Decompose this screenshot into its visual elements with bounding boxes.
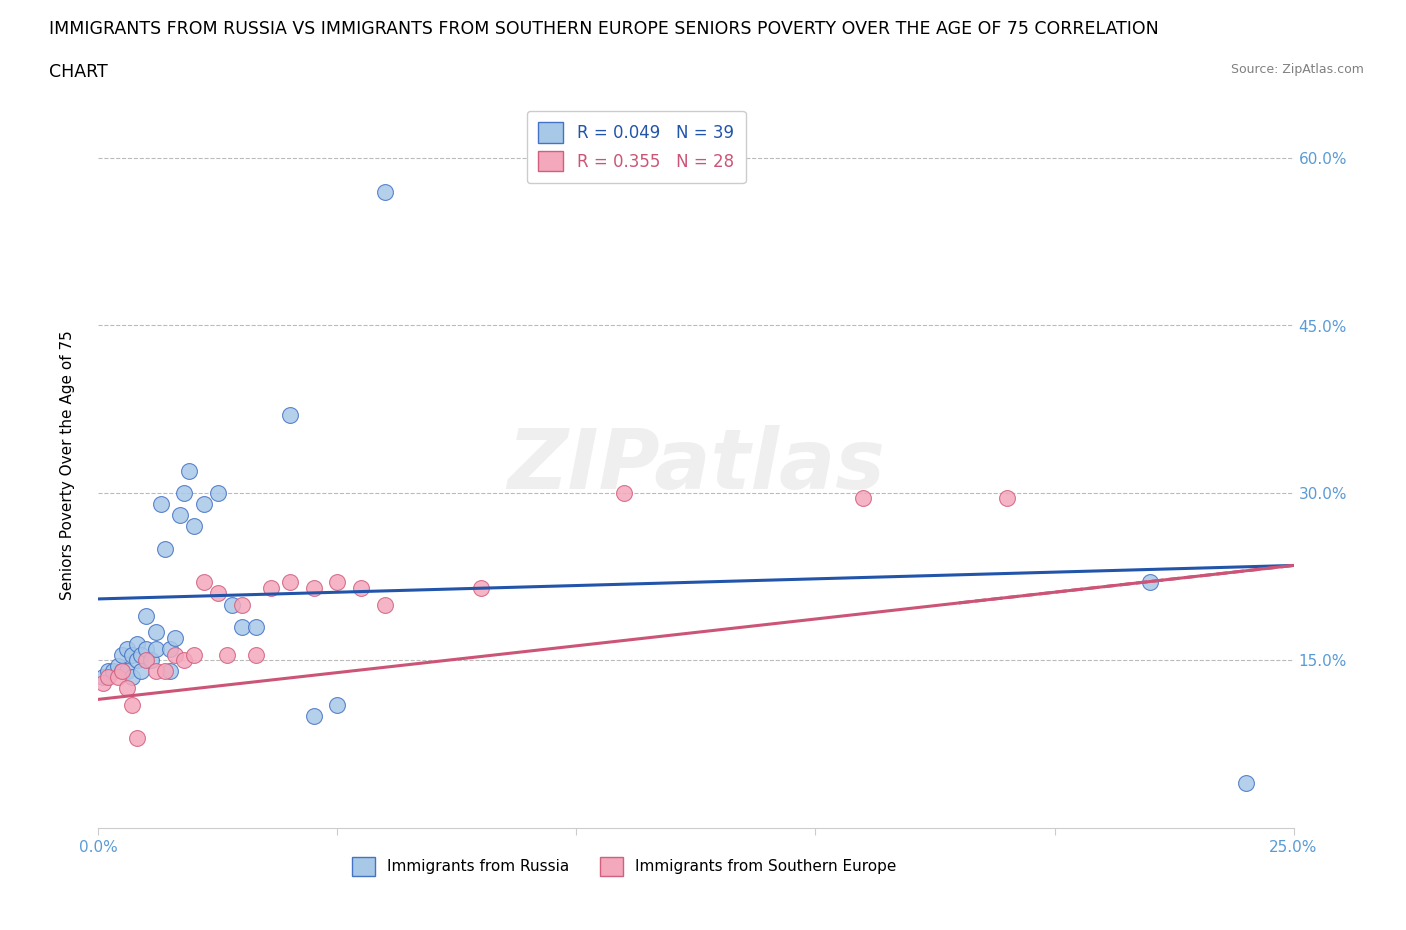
Point <box>245 619 267 634</box>
Point <box>183 647 205 662</box>
Point <box>107 658 129 673</box>
Point <box>852 491 875 506</box>
Point <box>135 608 157 623</box>
Point <box>111 664 134 679</box>
Point <box>107 670 129 684</box>
Point <box>173 485 195 500</box>
Point <box>245 647 267 662</box>
Point <box>278 575 301 590</box>
Point <box>207 586 229 601</box>
Point <box>231 619 253 634</box>
Y-axis label: Seniors Poverty Over the Age of 75: Seniors Poverty Over the Age of 75 <box>60 330 75 600</box>
Point <box>125 731 148 746</box>
Point <box>302 709 325 724</box>
Text: CHART: CHART <box>49 63 108 81</box>
Point <box>91 670 114 684</box>
Point <box>131 664 153 679</box>
Point <box>207 485 229 500</box>
Point <box>91 675 114 690</box>
Point <box>278 407 301 422</box>
Point <box>173 653 195 668</box>
Point <box>115 664 138 679</box>
Point <box>374 184 396 199</box>
Point <box>302 580 325 595</box>
Point <box>149 497 172 512</box>
Point <box>159 642 181 657</box>
Legend: Immigrants from Russia, Immigrants from Southern Europe: Immigrants from Russia, Immigrants from … <box>346 851 903 882</box>
Point <box>259 580 281 595</box>
Point <box>374 597 396 612</box>
Point <box>613 485 636 500</box>
Point <box>101 664 124 679</box>
Point <box>169 508 191 523</box>
Point <box>111 664 134 679</box>
Point <box>183 519 205 534</box>
Point <box>155 664 177 679</box>
Point <box>1234 776 1257 790</box>
Point <box>326 698 349 712</box>
Point <box>121 647 143 662</box>
Point <box>121 698 143 712</box>
Point <box>145 642 167 657</box>
Point <box>125 653 148 668</box>
Text: IMMIGRANTS FROM RUSSIA VS IMMIGRANTS FROM SOUTHERN EUROPE SENIORS POVERTY OVER T: IMMIGRANTS FROM RUSSIA VS IMMIGRANTS FRO… <box>49 20 1159 38</box>
Point <box>115 642 138 657</box>
Point <box>97 670 120 684</box>
Text: ZIPatlas: ZIPatlas <box>508 424 884 506</box>
Point <box>159 664 181 679</box>
Point <box>163 647 186 662</box>
Point <box>470 580 492 595</box>
Point <box>125 636 148 651</box>
Point <box>179 463 201 478</box>
Point <box>145 664 167 679</box>
Point <box>1139 575 1161 590</box>
Text: Source: ZipAtlas.com: Source: ZipAtlas.com <box>1230 63 1364 76</box>
Point <box>326 575 349 590</box>
Point <box>111 647 134 662</box>
Point <box>135 653 157 668</box>
Point <box>995 491 1018 506</box>
Point <box>231 597 253 612</box>
Point <box>350 580 373 595</box>
Point <box>131 647 153 662</box>
Point <box>221 597 243 612</box>
Point <box>193 575 215 590</box>
Point <box>139 653 162 668</box>
Point <box>121 670 143 684</box>
Point <box>217 647 239 662</box>
Point <box>145 625 167 640</box>
Point <box>193 497 215 512</box>
Point <box>97 664 120 679</box>
Point <box>163 631 186 645</box>
Point <box>115 681 138 696</box>
Point <box>155 541 177 556</box>
Point <box>135 642 157 657</box>
